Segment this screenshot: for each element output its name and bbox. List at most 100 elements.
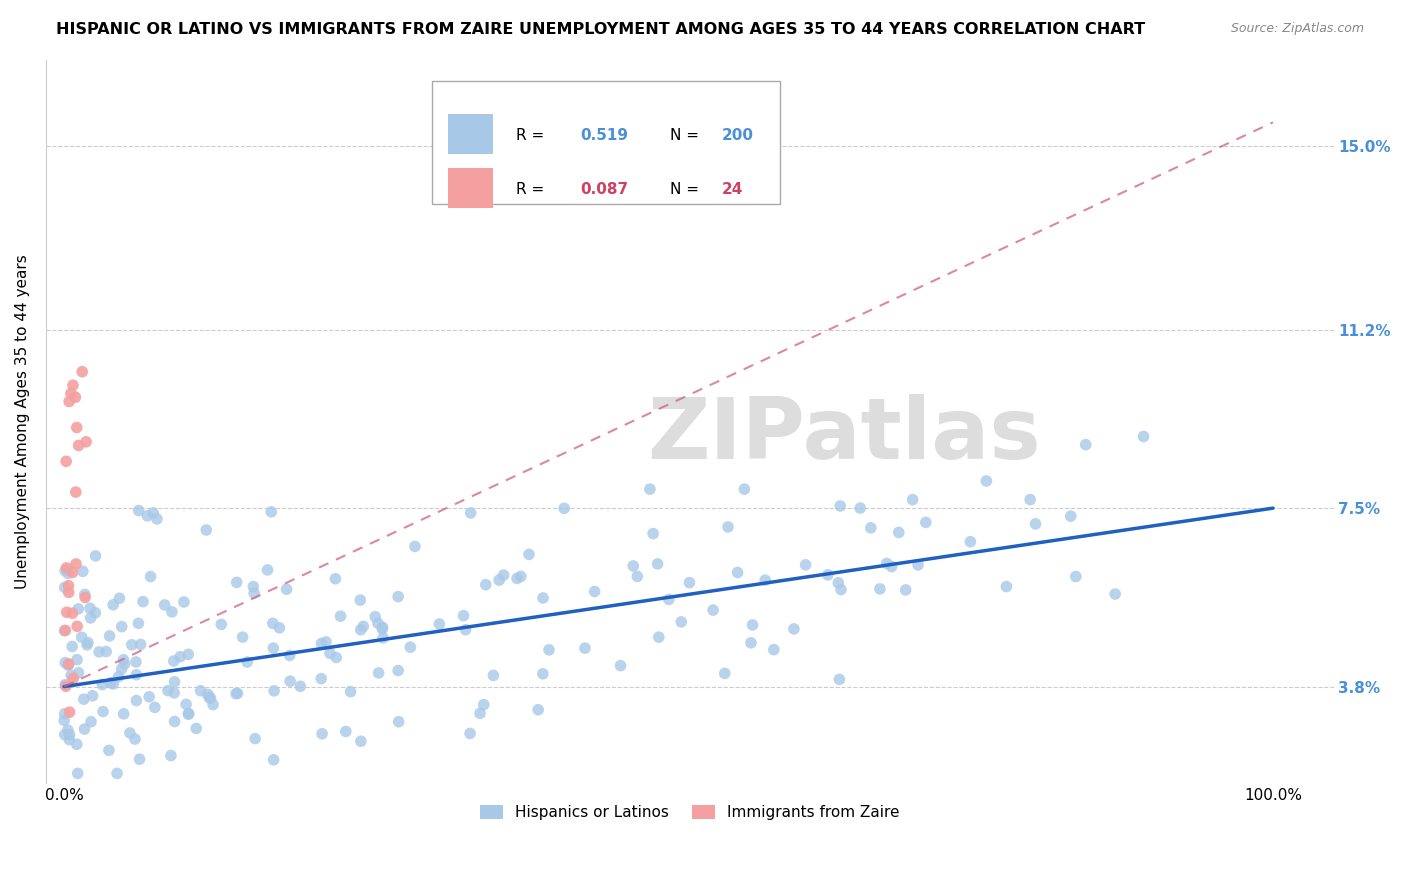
Point — [190, 683, 212, 698]
Point — [66, 737, 89, 751]
Point — [460, 506, 482, 520]
Point — [65, 557, 87, 571]
Point — [894, 582, 917, 597]
Point — [849, 501, 872, 516]
Point — [621, 558, 644, 573]
Point — [53, 624, 76, 638]
Point — [609, 658, 631, 673]
Text: 24: 24 — [721, 182, 744, 197]
FancyBboxPatch shape — [447, 114, 492, 153]
Point — [55, 605, 77, 619]
Point — [269, 621, 291, 635]
Point — [160, 605, 183, 619]
Point — [98, 629, 121, 643]
Point — [127, 616, 149, 631]
Point — [153, 598, 176, 612]
Point — [325, 572, 347, 586]
Point — [198, 690, 221, 705]
Point — [58, 728, 80, 742]
Point — [174, 698, 197, 712]
Point — [129, 637, 152, 651]
Point — [67, 602, 90, 616]
Point — [278, 674, 301, 689]
Point — [741, 618, 763, 632]
Point — [143, 700, 166, 714]
Point — [91, 705, 114, 719]
Point — [97, 743, 120, 757]
Point — [319, 646, 342, 660]
Point — [794, 558, 817, 572]
Text: R =: R = — [516, 128, 550, 143]
Point — [163, 714, 186, 729]
Point — [527, 703, 550, 717]
Point — [876, 557, 898, 571]
Point — [1074, 437, 1097, 451]
Point — [830, 582, 852, 597]
Point — [160, 748, 183, 763]
Point — [58, 394, 80, 409]
Point — [458, 726, 481, 740]
Point — [278, 648, 301, 663]
Point — [112, 653, 135, 667]
Text: 0.087: 0.087 — [581, 182, 628, 197]
Point — [111, 662, 134, 676]
Point — [880, 559, 903, 574]
Point — [125, 667, 148, 681]
Point — [388, 714, 411, 729]
Point — [53, 656, 76, 670]
Point — [70, 630, 93, 644]
Point — [232, 630, 254, 644]
Point — [53, 624, 76, 638]
Point — [995, 580, 1018, 594]
Point — [156, 683, 179, 698]
Point — [226, 686, 249, 700]
Point — [371, 620, 394, 634]
Text: ZIPatlas: ZIPatlas — [647, 394, 1040, 477]
Point — [671, 615, 693, 629]
Point — [125, 693, 148, 707]
Point — [243, 586, 266, 600]
Point — [87, 645, 110, 659]
Point — [349, 593, 371, 607]
Point — [509, 569, 531, 583]
Point — [256, 563, 278, 577]
Point — [371, 631, 394, 645]
Point — [121, 638, 143, 652]
Point — [1060, 509, 1083, 524]
Point — [66, 653, 89, 667]
Point — [647, 557, 669, 571]
Point — [66, 619, 89, 633]
Point — [468, 706, 491, 721]
Point — [53, 706, 76, 721]
Point — [387, 590, 409, 604]
Point — [56, 566, 79, 581]
Point — [177, 648, 200, 662]
Point — [84, 549, 107, 563]
Point — [387, 664, 409, 678]
Point — [56, 723, 79, 738]
Point — [58, 579, 80, 593]
Point — [404, 540, 426, 554]
Point — [200, 691, 222, 706]
Point — [62, 378, 84, 392]
Point — [236, 655, 259, 669]
Text: 200: 200 — [721, 128, 754, 143]
Point — [62, 671, 84, 685]
Point — [60, 640, 83, 654]
Point — [506, 571, 529, 585]
Point — [262, 641, 284, 656]
Point — [733, 482, 755, 496]
Point — [82, 689, 104, 703]
Point — [717, 520, 740, 534]
Point — [75, 591, 97, 605]
Point — [177, 707, 200, 722]
Point — [55, 679, 77, 693]
Point — [262, 616, 284, 631]
Point — [959, 534, 981, 549]
Point — [163, 674, 186, 689]
Point — [197, 687, 219, 701]
Point — [128, 752, 150, 766]
Point — [195, 523, 218, 537]
Point — [263, 753, 285, 767]
Point — [260, 505, 283, 519]
